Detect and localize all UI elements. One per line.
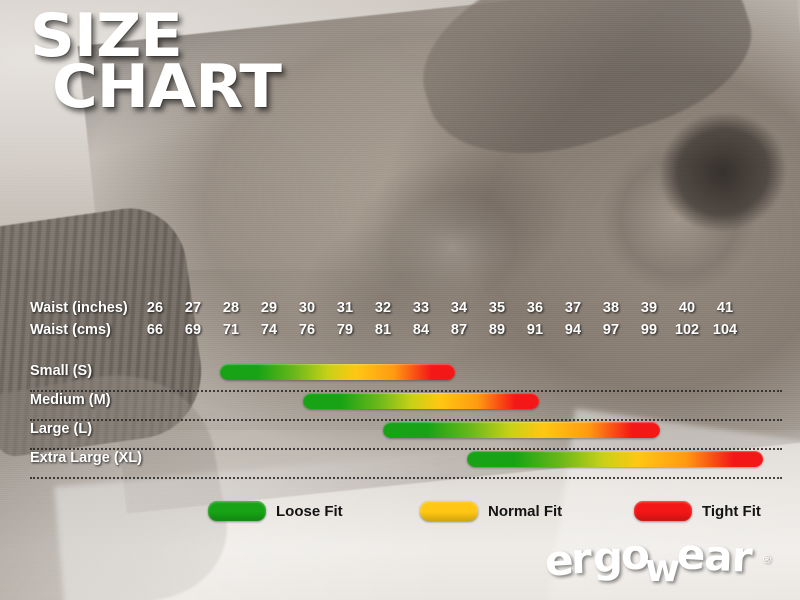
waist-inch-value: 38 [602,300,620,316]
waist-inches-label: Waist (inches) [30,300,128,316]
registered-trademark-icon: ® [763,554,772,566]
fit-range-bar [383,422,661,438]
size-row-label: Small (S) [30,363,93,379]
legend-item: Loose Fit [208,498,343,524]
legend-swatch [420,501,478,521]
waist-cm-value: 97 [602,322,620,338]
waist-inch-value: 37 [564,300,582,316]
waist-cm-value: 74 [260,322,278,338]
waist-inch-value: 40 [678,300,696,316]
waist-cms-label: Waist (cms) [30,322,111,338]
waist-cm-value: 79 [336,322,354,338]
waist-cm-value: 66 [146,322,164,338]
row-divider [30,477,782,479]
waist-inch-value: 30 [298,300,316,316]
fit-range-bar [219,364,456,380]
waist-cm-value: 81 [374,322,392,338]
waist-cm-value: 89 [488,322,506,338]
legend-label: Tight Fit [702,502,761,520]
legend-label: Normal Fit [488,502,563,520]
waist-inch-value: 39 [640,300,658,316]
logo-letter-r: r [570,533,592,584]
legend-label: Loose Fit [276,502,343,520]
size-row: Medium (M) [0,392,800,421]
legend-item: Tight Fit [634,498,761,524]
waist-cm-value: 99 [640,322,658,338]
waist-cms-row: Waist (cms) 66 69 71 74 76 79 81 84 87 89 91 94 97 99… [0,322,800,342]
size-row: Large (L) [0,421,800,450]
title-line-size: SIZE [30,1,183,71]
waist-inch-value: 36 [526,300,544,316]
size-row: Extra Large (XL) [0,450,800,479]
size-row-label: Extra Large (XL) [30,450,142,466]
logo-letter-w: w [644,545,680,591]
fit-legend: Loose Fit Normal Fit Tight Fit [0,498,800,524]
waist-cm-value: 102 [674,322,700,338]
waist-cm-value: 69 [184,322,202,338]
fit-range-bar [466,451,763,467]
waist-cm-value: 76 [298,322,316,338]
waist-inch-value: 29 [260,300,278,316]
size-row-label: Medium (M) [30,392,111,408]
size-row-label: Large (L) [30,421,93,437]
waist-inch-value: 26 [146,300,164,316]
waist-inch-value: 41 [716,300,734,316]
logo-letters-ear: ear [675,529,753,582]
row-divider [30,419,782,421]
logo-letter-g: g [593,533,623,582]
legend-swatch [208,501,266,521]
title-line-chart: CHART [52,52,282,123]
waist-inch-value: 32 [374,300,392,316]
logo-letter-o: o [621,530,650,579]
waist-inch-value: 35 [488,300,506,316]
waist-cm-value: 91 [526,322,544,338]
legend-item: Normal Fit [420,498,562,524]
waist-inch-value: 27 [184,300,202,316]
waist-inch-value: 28 [222,300,240,316]
waist-cm-value: 94 [564,322,582,338]
ergowear-logo: e r g o w ear ® [543,529,785,592]
waist-inch-value: 33 [412,300,430,316]
legend-swatch [634,501,692,521]
waist-cm-value: 71 [222,322,240,338]
waist-cm-value: 104 [712,322,738,338]
row-divider [30,448,782,450]
size-row: Small (S) [0,363,800,392]
waist-inch-value: 34 [450,300,468,316]
row-divider [30,390,782,392]
waist-cm-value: 84 [412,322,430,338]
fit-range-bar [303,393,539,409]
waist-cm-value: 87 [450,322,468,338]
page-title: SIZE CHART [30,6,282,117]
waist-inches-row: Waist (inches) 26 27 28 29 30 31 32 33 34 35 36 37 3… [0,300,800,320]
waist-inch-value: 31 [336,300,354,316]
